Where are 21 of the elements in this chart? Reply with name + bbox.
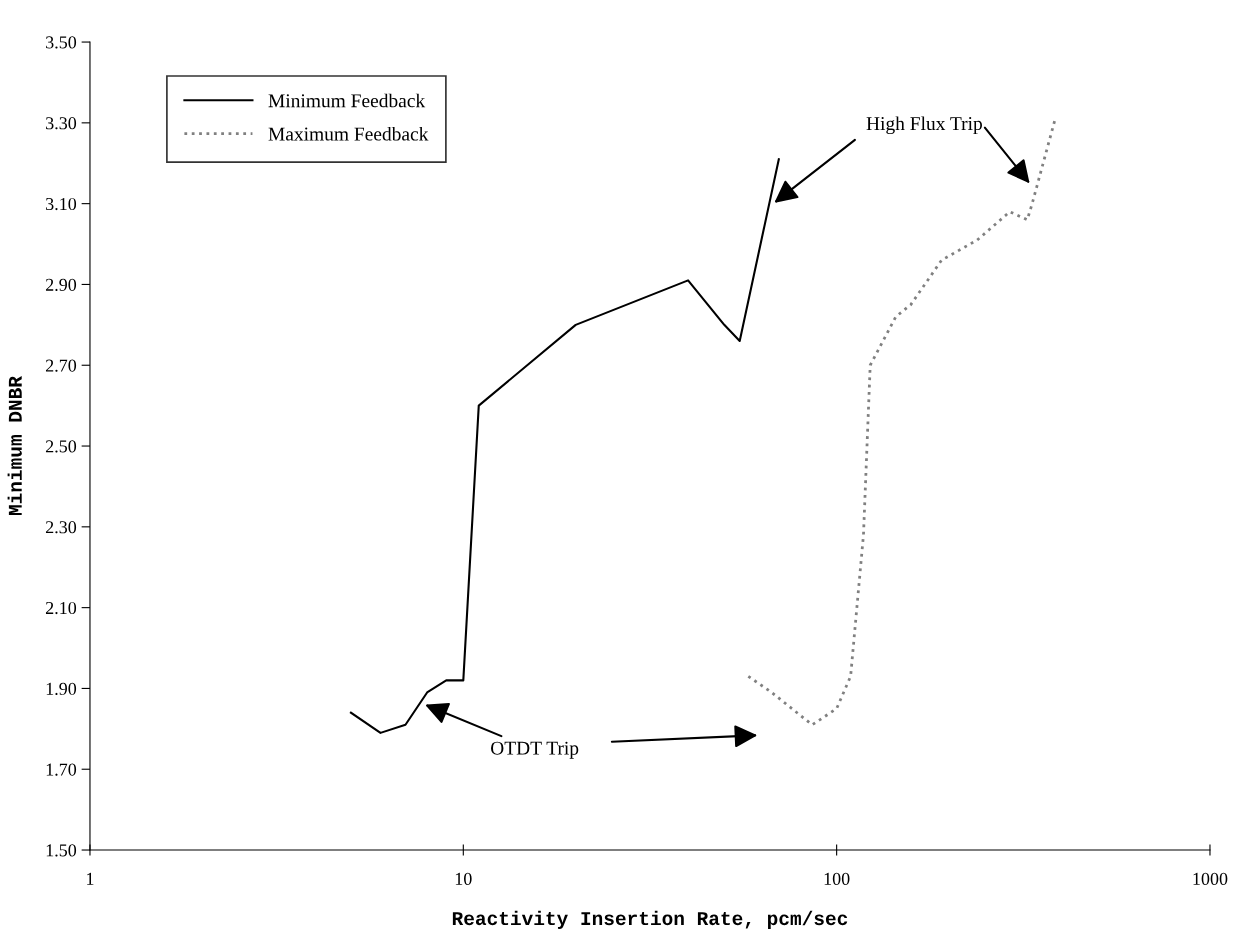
- y-tick-label: 3.30: [46, 117, 77, 130]
- y-tick-label: 1.90: [46, 682, 77, 695]
- y-axis-title: Minimum DNBR: [7, 376, 22, 516]
- x-axis-title: Reactivity Insertion Rate, pcm/sec: [452, 910, 848, 929]
- y-tick-label: 2.10: [45, 601, 77, 615]
- annotation: High Flux Trip: [866, 116, 982, 135]
- y-tick-label: 1.70: [46, 763, 77, 776]
- y-tick-label: 2.30: [45, 521, 77, 534]
- y-tick-label: 2.70: [45, 359, 77, 372]
- legend-label: Maximum Feedback: [268, 126, 429, 141]
- y-tick-label: 3.50: [46, 36, 77, 49]
- x-tick-label: 1000: [1193, 872, 1228, 885]
- y-tick-label: 2.90: [45, 278, 77, 291]
- legend-label: Minimum Feedback: [268, 93, 426, 108]
- y-tick-label: 3.10: [46, 197, 77, 211]
- y-tick-label: 2.50: [45, 440, 77, 453]
- x-tick-label: 1: [87, 872, 94, 885]
- y-tick-label: 1.50: [46, 844, 77, 857]
- annotation: OTDT Trip: [491, 741, 579, 759]
- x-tick-label: 10: [455, 872, 472, 885]
- x-tick-label: 100: [824, 872, 850, 885]
